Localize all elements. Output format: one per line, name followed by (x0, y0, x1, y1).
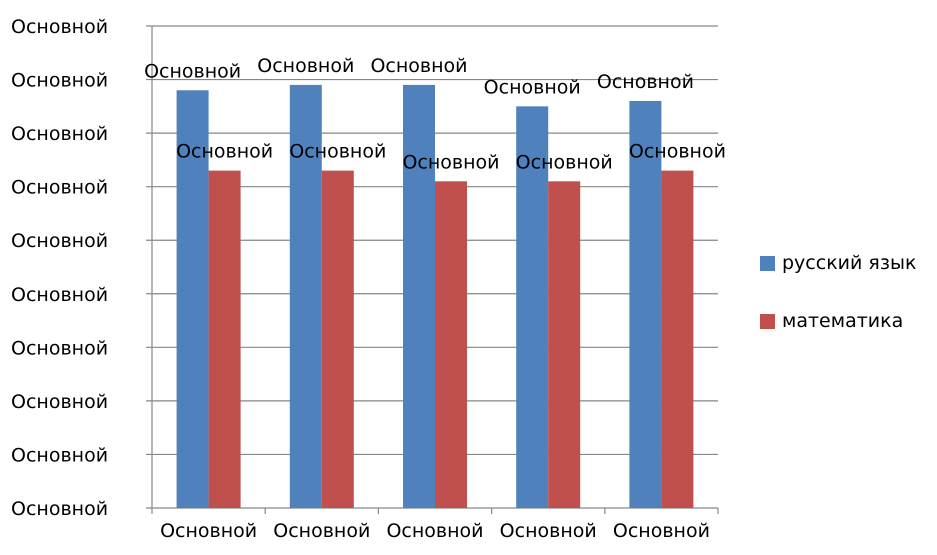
data-label-2-1: Основной (176, 141, 273, 163)
legend-item-series-2: математика (760, 306, 935, 336)
x-tick-label: Основной (386, 520, 483, 542)
legend-label-series-1: русский язык (782, 252, 917, 274)
legend-swatch-series-2 (760, 313, 775, 329)
y-tick-label: Основной (11, 230, 108, 252)
bar-2-2 (321, 170, 354, 508)
y-tick-label: Основной (11, 70, 108, 92)
y-tick-label: Основной (11, 16, 108, 38)
data-label-2-2: Основной (289, 141, 386, 163)
x-tick-label: Основной (613, 520, 710, 542)
y-tick-label: Основной (11, 391, 108, 413)
y-tick-label: Основной (11, 498, 108, 520)
data-label-1-3: Основной (370, 55, 467, 77)
data-label-2-3: Основной (402, 151, 499, 173)
data-label-2-5: Основной (629, 141, 726, 163)
legend-label-series-2: математика (782, 310, 904, 332)
bar-2-1 (208, 170, 241, 508)
data-label-2-4: Основной (516, 151, 613, 173)
x-tick-label: Основной (273, 520, 370, 542)
bar-2-5 (661, 170, 694, 508)
bar-1-2 (289, 84, 322, 509)
legend-item-series-1: русский язык (760, 248, 935, 278)
bar-1-3 (403, 84, 435, 509)
bar-1-4 (516, 106, 549, 508)
x-tick-label: Основной (160, 520, 257, 542)
bar-2-3 (435, 181, 467, 509)
y-tick-label: Основной (11, 123, 108, 145)
bar-2-4 (548, 181, 581, 509)
data-label-1-2: Основной (257, 55, 354, 77)
y-tick-label: Основной (11, 284, 108, 306)
bar-1-5 (629, 100, 662, 508)
bar-1-1 (176, 90, 209, 509)
data-label-1-5: Основной (597, 71, 694, 93)
y-tick-label: Основной (11, 177, 108, 199)
y-tick-label: Основной (11, 337, 108, 359)
y-tick-label: Основной (11, 444, 108, 466)
data-label-1-4: Основной (484, 76, 581, 98)
x-tick-label: Основной (500, 520, 597, 542)
legend-swatch-series-1 (760, 255, 775, 271)
data-label-1-1: Основной (144, 60, 241, 82)
legend: русский язык математика (760, 248, 935, 364)
